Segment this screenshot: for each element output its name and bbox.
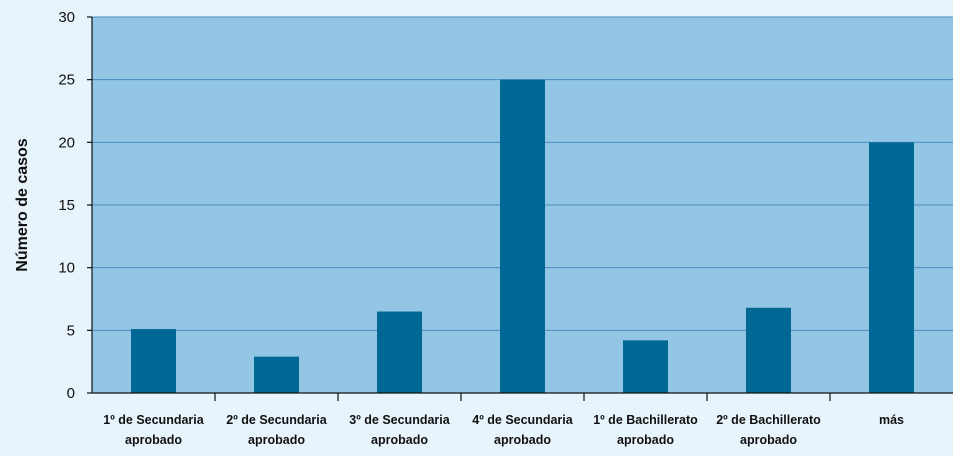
bar	[254, 356, 299, 393]
bar	[746, 307, 791, 393]
x-tick-label-line: aprobado	[125, 433, 182, 447]
x-tick-label: 1º de Secundaria aprobado	[103, 413, 204, 447]
bar	[377, 311, 422, 393]
y-tick-label: 0	[67, 385, 75, 402]
y-tick-labels: 0 5 10 15 20 25 30	[58, 9, 75, 402]
bar	[131, 329, 176, 393]
x-tick-label: 3º de Secundaria aprobado	[349, 413, 450, 447]
bar	[500, 79, 545, 394]
y-axis-label: Número de casos	[14, 138, 31, 271]
y-tick-label: 30	[58, 9, 75, 26]
x-tick-label-line: aprobado	[494, 433, 551, 447]
x-tick-label-line: aprobado	[740, 433, 797, 447]
x-tick-label-line: aprobado	[371, 433, 428, 447]
x-tick-label-line: 1º de Secundaria	[103, 413, 204, 427]
y-tick-label: 10	[58, 260, 75, 277]
x-tick-label-line: aprobado	[617, 433, 674, 447]
x-tick-label-line: 2º de Bachillerato	[716, 413, 821, 427]
x-tick-label: 2º de Secundaria aprobado	[226, 413, 327, 447]
y-tick-label: 15	[58, 197, 75, 214]
y-tick-label: 25	[58, 72, 75, 89]
bar	[869, 142, 914, 393]
x-tick-label-line: 1º de Bachillerato	[593, 413, 698, 427]
x-tick-label-line: 2º de Secundaria	[226, 413, 327, 427]
x-tick-label: más	[879, 413, 904, 427]
x-tick-label-line: más	[879, 413, 904, 427]
bar	[623, 340, 668, 393]
x-tick-label-line: 3º de Secundaria	[349, 413, 450, 427]
x-tick-label-line: aprobado	[248, 433, 305, 447]
bars	[131, 79, 914, 394]
x-tick-label: 2º de Bachillerato aprobado	[716, 413, 821, 447]
x-tick-label-line: 4º de Secundaria	[472, 413, 573, 427]
x-tick-label: 1º de Bachillerato aprobado	[593, 413, 698, 447]
y-tick-label: 5	[67, 322, 75, 339]
x-tick-label: 4º de Secundaria aprobado	[472, 413, 573, 447]
y-tick-label: 20	[58, 134, 75, 151]
axes	[87, 16, 953, 401]
